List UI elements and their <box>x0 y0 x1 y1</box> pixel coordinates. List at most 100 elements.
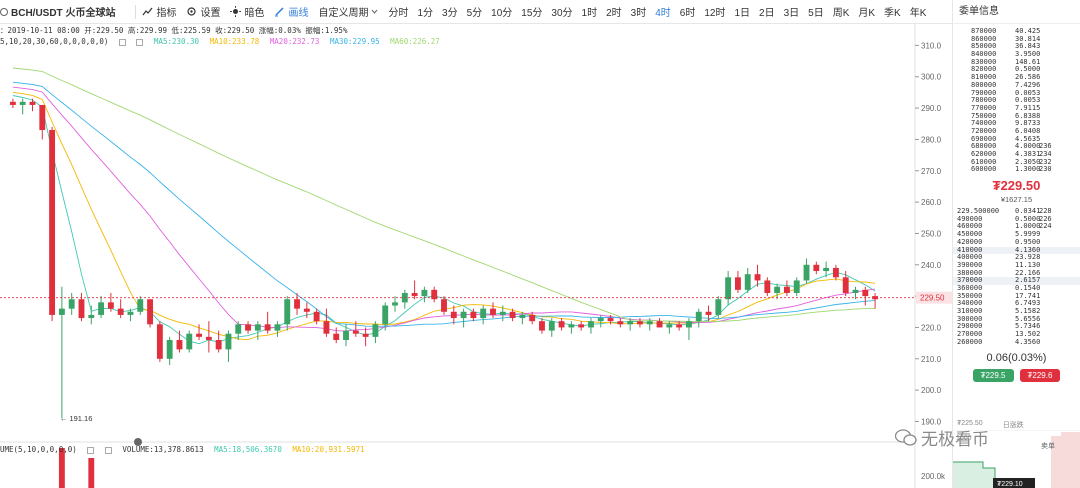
ask-price: 840000 <box>971 50 997 59</box>
ask-row[interactable]: 690000 4.5635 <box>953 134 1080 144</box>
period-tab[interactable]: 5分 <box>466 8 483 19</box>
sell-button[interactable]: ₮229.6 <box>1019 369 1061 383</box>
bid-row[interactable]: 290000 5.7346 <box>953 323 1080 331</box>
candle-body <box>617 321 624 325</box>
ask-row[interactable]: 800000 7.4296 <box>953 80 1080 90</box>
ask-row[interactable]: 810000 26.586 <box>953 73 1080 82</box>
ask-row[interactable]: 850000 36.843 <box>953 43 1080 51</box>
theme-button[interactable]: 暗色 <box>230 4 264 19</box>
bid-row[interactable]: 410000 4.1360 <box>953 246 1080 255</box>
ask-price: 610000 <box>971 157 997 166</box>
period-tab[interactable]: 15分 <box>521 8 543 19</box>
volume-close-icon[interactable] <box>104 446 112 454</box>
period-tab[interactable]: 6时 <box>679 8 696 19</box>
candle-body <box>529 314 536 322</box>
bid-row[interactable]: 460000 1.0000 224 <box>953 223 1080 231</box>
symbol-selector[interactable]: BCH/USDT 火币全球站 <box>0 4 115 19</box>
trade-buttons: ₮229.5 ₮229.6 <box>953 369 1080 383</box>
price-tick-label: 250.0 <box>921 229 942 238</box>
ask-cum: 232 <box>1039 157 1052 166</box>
bid-row[interactable]: 260000 4.3560 <box>953 338 1080 347</box>
ask-row[interactable]: 610000 2.3050 232 <box>953 157 1080 167</box>
period-tab[interactable]: 2时 <box>606 8 622 19</box>
candle-body <box>823 267 830 272</box>
ask-row[interactable]: 870000 40.425 <box>953 27 1080 36</box>
period-tab[interactable]: 12时 <box>704 8 726 19</box>
bid-row[interactable]: 390000 11.130 <box>953 261 1080 270</box>
period-tab[interactable]: 月K <box>858 8 876 19</box>
period-tab[interactable]: 10分 <box>491 8 513 19</box>
bid-row[interactable]: 420000 0.9500 <box>953 237 1080 247</box>
current-price-label: 229.50 <box>920 294 945 303</box>
bid-row[interactable]: 360000 0.1540 <box>953 284 1080 293</box>
period-tab[interactable]: 3时 <box>630 8 647 19</box>
custom-period-dropdown[interactable]: 自定义周期 <box>318 4 378 19</box>
bid-row[interactable]: 450000 5.9999 <box>953 230 1080 239</box>
candle-body <box>225 333 232 350</box>
indicators-button[interactable]: 指标 <box>142 4 176 19</box>
ask-row[interactable]: 620000 4.3831 234 <box>953 150 1080 159</box>
pane-resize-handle[interactable] <box>134 438 142 446</box>
volume-settings-icon[interactable] <box>87 446 95 454</box>
bid-row[interactable]: 300000 5.6556 <box>953 315 1080 324</box>
period-tab[interactable]: 4时 <box>655 8 671 19</box>
ask-amount: 7.4296 <box>1015 80 1041 89</box>
draw-button[interactable]: 画线 <box>274 4 308 19</box>
ask-row[interactable]: 790000 0.0053 <box>953 89 1080 98</box>
period-tab[interactable]: 3日 <box>783 8 800 19</box>
ask-row[interactable]: 780000 0.0053 <box>953 96 1080 105</box>
bid-row[interactable]: 370000 2.6157 <box>953 277 1080 285</box>
ask-row[interactable]: 750000 6.8388 <box>953 112 1080 121</box>
period-tab[interactable]: 1分 <box>417 8 434 19</box>
period-tab[interactable]: 1日 <box>734 8 751 19</box>
period-tab[interactable]: 30分 <box>551 8 573 19</box>
ask-row[interactable]: 770000 7.9115 <box>953 104 1080 113</box>
ask-row[interactable]: 680000 4.0000 236 <box>953 143 1080 151</box>
period-tab[interactable]: 5日 <box>808 8 824 19</box>
candle-body <box>627 321 634 325</box>
ma-close-icon[interactable] <box>136 38 144 46</box>
ask-row[interactable]: 830000 148.61 <box>953 58 1080 67</box>
bid-row[interactable]: 350000 17.741 <box>953 292 1080 301</box>
ask-row[interactable]: 820000 0.5000 <box>953 66 1080 74</box>
bid-row[interactable]: 490000 0.5000 226 <box>953 215 1080 224</box>
bid-row[interactable]: 340000 6.7493 <box>953 300 1080 308</box>
bid-row[interactable]: 400000 23.928 <box>953 253 1080 262</box>
candle-body <box>382 305 389 325</box>
bid-row[interactable]: 380000 22.166 <box>953 269 1080 278</box>
period-tab[interactable]: 1时 <box>581 8 598 19</box>
bid-row[interactable]: 229.500000 0.0341 228 <box>953 207 1080 216</box>
buy-button[interactable]: ₮229.5 <box>972 369 1014 383</box>
ask-row[interactable]: 720000 6.0408 <box>953 127 1080 136</box>
ask-row[interactable]: 840000 3.9500 <box>953 50 1080 59</box>
ma-line-ma60 <box>12 67 876 323</box>
ask-row[interactable]: 740000 9.8733 <box>953 120 1080 128</box>
period-tab[interactable]: 季K <box>884 8 901 19</box>
period-tab[interactable]: 2日 <box>759 8 775 19</box>
period-tab[interactable]: 3分 <box>442 8 458 19</box>
bid-row[interactable]: 270000 13.502 <box>953 330 1080 339</box>
asks-list: 870000 40.425 860000 30.814 850000 36.843 8400… <box>953 27 1080 174</box>
ma-line-ma30 <box>12 81 876 327</box>
candle-body <box>656 321 663 328</box>
bid-amount: 2.6157 <box>1015 276 1041 285</box>
ask-row[interactable]: 860000 30.814 <box>953 35 1080 44</box>
period-tab[interactable]: 分时 <box>388 8 409 19</box>
candle-body <box>803 264 810 281</box>
depth-sell-label: 卖单 <box>1041 441 1055 450</box>
ask-price: 690000 <box>971 134 997 143</box>
ma-settings-icon[interactable] <box>118 38 126 46</box>
ask-row[interactable]: 600000 1.3000 230 <box>953 166 1080 174</box>
bid-row[interactable]: 310000 5.1582 <box>953 307 1080 316</box>
candle-body <box>568 324 575 328</box>
ask-price: 740000 <box>971 119 997 128</box>
period-tab[interactable]: 周K <box>832 8 850 19</box>
settings-button[interactable]: 设置 <box>186 4 220 19</box>
bid-amount: 0.9500 <box>1015 237 1041 246</box>
ask-amount: 0.0053 <box>1015 96 1041 105</box>
price-tick-label: 200.0 <box>921 386 942 395</box>
candlestick-chart[interactable]: 190.0200.0210.0220.0230.0240.0250.0260.0… <box>0 24 952 488</box>
period-tab[interactable]: 年K <box>909 8 927 19</box>
candle-body <box>196 333 202 337</box>
candle-body <box>68 299 75 309</box>
